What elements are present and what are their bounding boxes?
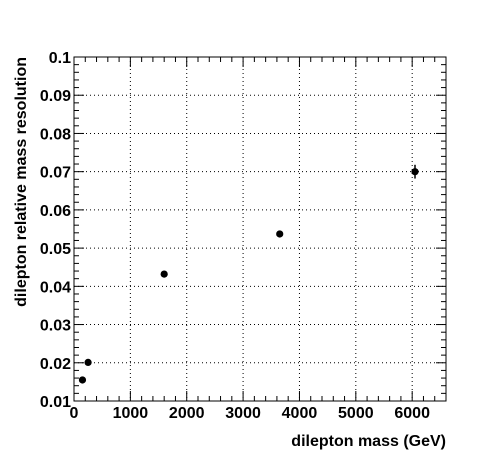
x-axis-title: dilepton mass (GeV) xyxy=(291,433,446,450)
x-tick-label: 3000 xyxy=(225,405,261,422)
x-tick-label: 4000 xyxy=(282,405,318,422)
y-tick-label: 0.1 xyxy=(49,50,71,67)
point-marker xyxy=(160,270,168,278)
y-tick-labels: 0.01 0.02 0.03 0.04 0.05 0.06 0.07 0.08 0.09 0.1 xyxy=(40,50,71,411)
plot-frame xyxy=(73,56,447,402)
y-axis-title: dilepton relative mass resolution xyxy=(13,57,30,307)
y-tick-label: 0.08 xyxy=(40,126,71,143)
y-tick-label: 0.06 xyxy=(40,203,71,220)
y-tick-label: 0.05 xyxy=(40,241,71,258)
data-point xyxy=(160,270,168,278)
y-tick-label: 0.01 xyxy=(40,394,71,411)
data-point xyxy=(84,358,92,366)
data-point xyxy=(78,376,87,384)
data-point xyxy=(411,164,419,179)
x-tick-labels: 0 1000 2000 3000 4000 5000 6000 xyxy=(70,405,431,422)
x-tick-label: 1000 xyxy=(113,405,149,422)
grid-lines xyxy=(74,57,446,401)
x-tick-label: 2000 xyxy=(169,405,205,422)
y-tick-label: 0.07 xyxy=(40,165,71,182)
point-marker xyxy=(411,168,419,176)
data-point xyxy=(276,230,284,238)
point-marker xyxy=(276,230,284,238)
y-tick-label: 0.02 xyxy=(40,356,71,373)
point-marker xyxy=(84,358,92,366)
data-points xyxy=(78,164,419,384)
y-tick-label: 0.04 xyxy=(40,279,71,296)
y-tick-label: 0.09 xyxy=(40,88,71,105)
x-tick-label: 5000 xyxy=(338,405,374,422)
x-tick-label: 6000 xyxy=(394,405,430,422)
axis-ticks xyxy=(73,56,447,402)
point-marker xyxy=(78,376,87,384)
y-tick-label: 0.03 xyxy=(40,318,71,335)
x-tick-label: 0 xyxy=(70,405,79,422)
